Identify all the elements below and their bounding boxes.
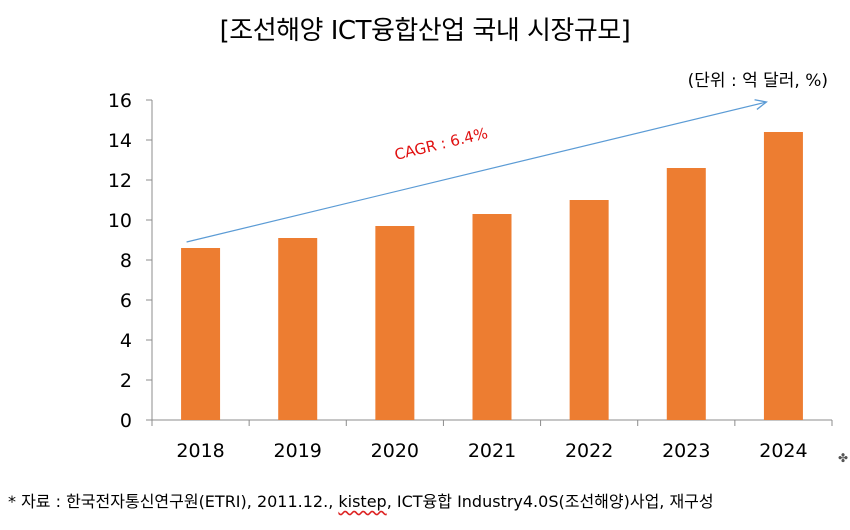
x-tick-label: 2022 — [565, 440, 613, 462]
y-tick-label: 12 — [108, 170, 132, 192]
bar-2020 — [375, 226, 415, 420]
source-prefix: * 자료 : 한국전자통신연구원(ETRI), 2011.12., — [8, 492, 339, 511]
x-tick-label: 2019 — [274, 440, 322, 462]
x-tick-label: 2023 — [662, 440, 710, 462]
x-tick-label: 2020 — [371, 440, 419, 462]
bar-2024 — [763, 132, 803, 420]
y-tick-label: 14 — [108, 130, 132, 152]
y-tick-label: 0 — [120, 410, 132, 432]
cagr-arrow — [186, 99, 768, 243]
x-tick-label: 2018 — [176, 440, 224, 462]
cagr-label: CAGR : 6.4% — [393, 124, 490, 164]
bar-2019 — [278, 238, 318, 420]
x-tick-label: 2024 — [759, 440, 807, 462]
y-tick-label: 16 — [108, 90, 132, 112]
unit-label: (단위 : 억 달러, %) — [687, 71, 828, 91]
y-tick-label: 8 — [120, 250, 132, 272]
source-note: * 자료 : 한국전자통신연구원(ETRI), 2011.12., kistep… — [8, 488, 714, 512]
source-kistep: kistep — [338, 492, 387, 511]
chart-title: [조선해양 ICT융합산업 국내 시장규모] — [219, 16, 631, 46]
source-suffix: , ICT융합 Industry4.0S(조선해양)사업, 재구성 — [386, 492, 714, 511]
y-tick-label: 10 — [108, 210, 132, 232]
y-tick-label: 6 — [120, 290, 132, 312]
bar-2023 — [666, 168, 706, 420]
bar-2021 — [472, 214, 512, 420]
y-tick-label: 2 — [120, 370, 132, 392]
y-tick-label: 4 — [120, 330, 132, 352]
x-tick-label: 2021 — [468, 440, 516, 462]
bar-2022 — [569, 200, 609, 420]
resize-handle-icon: ✤ — [838, 451, 849, 465]
bar-2018 — [181, 248, 221, 420]
